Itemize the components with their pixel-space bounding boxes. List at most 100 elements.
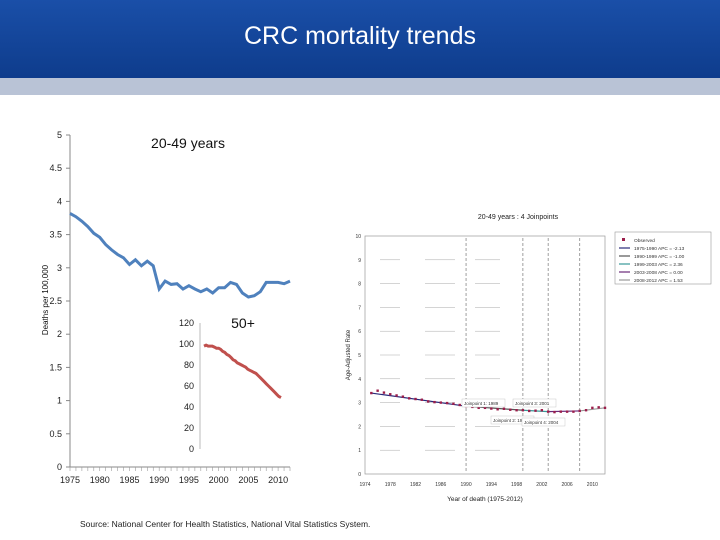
jp-x-tick-label: 2010 bbox=[587, 482, 598, 488]
jp-legend-entry: 1975-1990 APC = -2.13 bbox=[634, 246, 685, 252]
jp-x-tick-label: 1978 bbox=[385, 482, 396, 488]
jp-y-tick-label: 9 bbox=[358, 258, 361, 264]
jp-observed-point bbox=[509, 408, 512, 411]
jp-observed-point bbox=[553, 410, 556, 414]
jp-observed-point bbox=[433, 400, 436, 404]
jp-observed-point bbox=[496, 408, 499, 411]
jp-legend-entry: 1990-1999 APC = -1.00 bbox=[634, 254, 685, 260]
jp-observed-point bbox=[395, 394, 398, 397]
jp-x-tick-label: 1974 bbox=[359, 482, 370, 488]
jp-x-tick-label: 2006 bbox=[562, 482, 573, 488]
jp-x-tick-label: 1994 bbox=[486, 482, 497, 488]
series-line-50-plus bbox=[203, 343, 282, 399]
main-y-tick-label: 0.5 bbox=[49, 429, 62, 439]
inset-y-tick-label: 0 bbox=[189, 444, 194, 454]
jp-legend-entry: 1999-2003 APC = 2.36 bbox=[634, 262, 683, 268]
jp-observed-point bbox=[445, 401, 449, 405]
jp-observed-point bbox=[452, 402, 455, 405]
jp-y-tick-label: 2 bbox=[358, 424, 361, 430]
jp-observed-point bbox=[376, 389, 379, 392]
main-x-tick-label: 2005 bbox=[238, 475, 258, 485]
main-x-tick-label: 1995 bbox=[179, 475, 199, 485]
jp-x-tick-label: 1986 bbox=[435, 482, 446, 488]
jp-observed-point bbox=[370, 391, 373, 395]
jp-trend-segment bbox=[579, 407, 606, 412]
source-note: Source: National Center for Health Stati… bbox=[80, 519, 371, 529]
main-y-tick-label: 4 bbox=[57, 196, 62, 206]
jp-observed-point bbox=[458, 403, 461, 407]
jp-observed-point bbox=[540, 409, 544, 412]
jp-observed-point bbox=[534, 409, 537, 412]
jp-observed-point bbox=[597, 406, 600, 409]
main-y-tick-label: 2.5 bbox=[49, 296, 62, 306]
jp-x-tick-label: 2002 bbox=[536, 482, 547, 488]
series-line-20-49 bbox=[69, 212, 291, 299]
jp-observed-point bbox=[559, 410, 562, 413]
main-y-tick-label: 1 bbox=[57, 396, 62, 406]
title-banner bbox=[0, 0, 720, 78]
jp-y-tick-label: 3 bbox=[358, 401, 361, 407]
jp-legend-box bbox=[614, 231, 712, 285]
joinpoint-y-axis-label: Age-Adjusted Rate bbox=[346, 329, 352, 380]
inset-y-tick-label: 20 bbox=[184, 423, 194, 433]
jp-annotation-box bbox=[512, 398, 557, 408]
jp-y-tick-label: 10 bbox=[355, 234, 361, 240]
jp-observed-point bbox=[578, 409, 581, 413]
main-x-tick-label: 2000 bbox=[209, 475, 229, 485]
main-x-tick-label: 2010 bbox=[268, 475, 288, 485]
jp-observed-point bbox=[521, 409, 525, 412]
joinpoint-x-axis-label: Year of death (1975-2012) bbox=[447, 496, 523, 503]
jp-observed-point bbox=[572, 410, 575, 413]
jp-y-tick-label: 0 bbox=[358, 472, 361, 478]
inset-y-tick-label: 40 bbox=[184, 402, 194, 412]
main-x-tick-label: 1985 bbox=[119, 475, 139, 485]
inset-y-tick-label: 80 bbox=[184, 360, 194, 370]
inset-y-tick-label: 60 bbox=[184, 381, 194, 391]
jp-observed-point bbox=[426, 400, 430, 403]
jp-y-tick-label: 7 bbox=[358, 305, 361, 311]
jp-observed-point bbox=[439, 401, 442, 404]
main-y-tick-label: 3.5 bbox=[49, 230, 62, 240]
inset-y-tick-label: 100 bbox=[179, 339, 194, 349]
jp-annotation-box bbox=[461, 398, 506, 408]
main-y-tick-label: 5 bbox=[57, 130, 62, 140]
inset-y-tick-label: 120 bbox=[179, 318, 194, 328]
jp-observed-point bbox=[401, 395, 405, 398]
jp-observed-point bbox=[565, 410, 569, 413]
jp-y-tick-label: 6 bbox=[358, 329, 361, 335]
jp-observed-point bbox=[584, 409, 588, 412]
jp-x-tick-label: 1998 bbox=[511, 482, 522, 488]
jp-observed-point bbox=[382, 391, 386, 394]
jp-observed-point bbox=[414, 397, 417, 401]
jp-observed-point bbox=[490, 407, 493, 410]
jp-observed-point bbox=[515, 409, 518, 412]
joinpoint-chart-title: 20-49 years : 4 Joinpoints bbox=[478, 214, 559, 221]
slide-title: CRC mortality trends bbox=[244, 22, 476, 50]
jp-annotation-box bbox=[521, 417, 566, 427]
main-x-tick-label: 1975 bbox=[60, 475, 80, 485]
main-chart-title: 20-49 years bbox=[151, 135, 225, 151]
jp-observed-point bbox=[603, 406, 607, 410]
main-y-axis-label: Deaths per 100,000 bbox=[41, 264, 50, 335]
jp-observed-point bbox=[389, 393, 392, 396]
main-y-tick-label: 3 bbox=[57, 263, 62, 273]
jp-legend-swatch bbox=[622, 238, 625, 241]
jp-observed-point bbox=[528, 409, 531, 413]
jp-observed-point bbox=[477, 406, 480, 410]
jp-annotation: Joinpoint 4: 2004 bbox=[524, 420, 559, 425]
main-y-tick-label: 0 bbox=[57, 462, 62, 472]
jp-y-tick-label: 8 bbox=[358, 282, 361, 288]
joinpoint-plot-area bbox=[364, 235, 606, 475]
jp-trend-segment bbox=[371, 392, 467, 407]
banner-stripe bbox=[0, 78, 720, 95]
jp-y-tick-label: 1 bbox=[358, 448, 361, 454]
jp-y-tick-label: 5 bbox=[358, 353, 361, 359]
jp-legend-entry: Observed bbox=[634, 238, 655, 244]
jp-y-tick-label: 4 bbox=[358, 377, 361, 383]
main-y-tick-label: 4.5 bbox=[49, 163, 62, 173]
jp-observed-point bbox=[502, 407, 506, 410]
jp-x-tick-label: 1982 bbox=[410, 482, 421, 488]
jp-observed-point bbox=[546, 410, 550, 413]
main-y-tick-label: 2 bbox=[57, 329, 62, 339]
